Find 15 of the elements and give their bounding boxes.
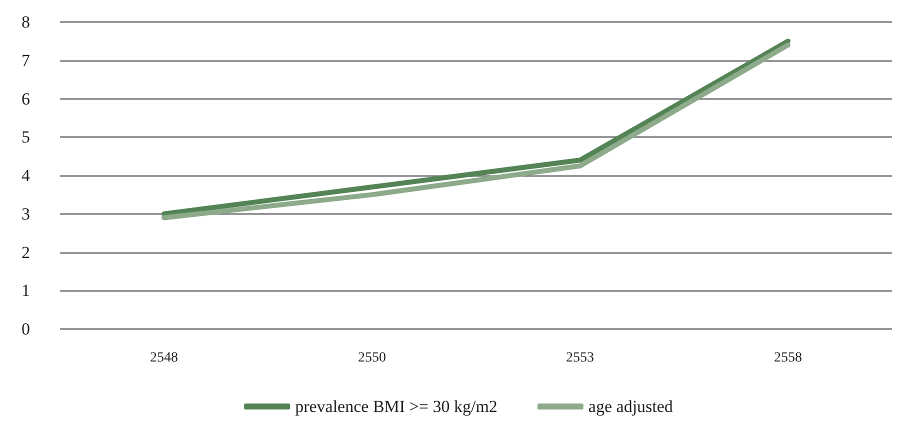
y-tick-label: 1 — [22, 281, 30, 300]
y-tick-label: 3 — [22, 204, 30, 224]
x-tick-label: 2548 — [150, 350, 178, 366]
legend-label: age adjusted — [588, 397, 674, 416]
y-tick-label: 8 — [22, 12, 30, 32]
x-tick-label: 2558 — [774, 350, 802, 366]
y-tick-label: 7 — [22, 50, 30, 70]
y-tick-label: 2 — [22, 242, 30, 262]
x-tick-label: 2553 — [566, 350, 594, 366]
x-tick-label: 2550 — [358, 350, 386, 366]
legend-label: prevalence BMI >= 30 kg/m2 — [295, 397, 498, 416]
y-tick-label: 5 — [22, 128, 30, 147]
y-tick-label: 4 — [22, 166, 30, 185]
y-tick-label: 6 — [22, 89, 30, 108]
y-tick-label: 0 — [22, 320, 30, 338]
